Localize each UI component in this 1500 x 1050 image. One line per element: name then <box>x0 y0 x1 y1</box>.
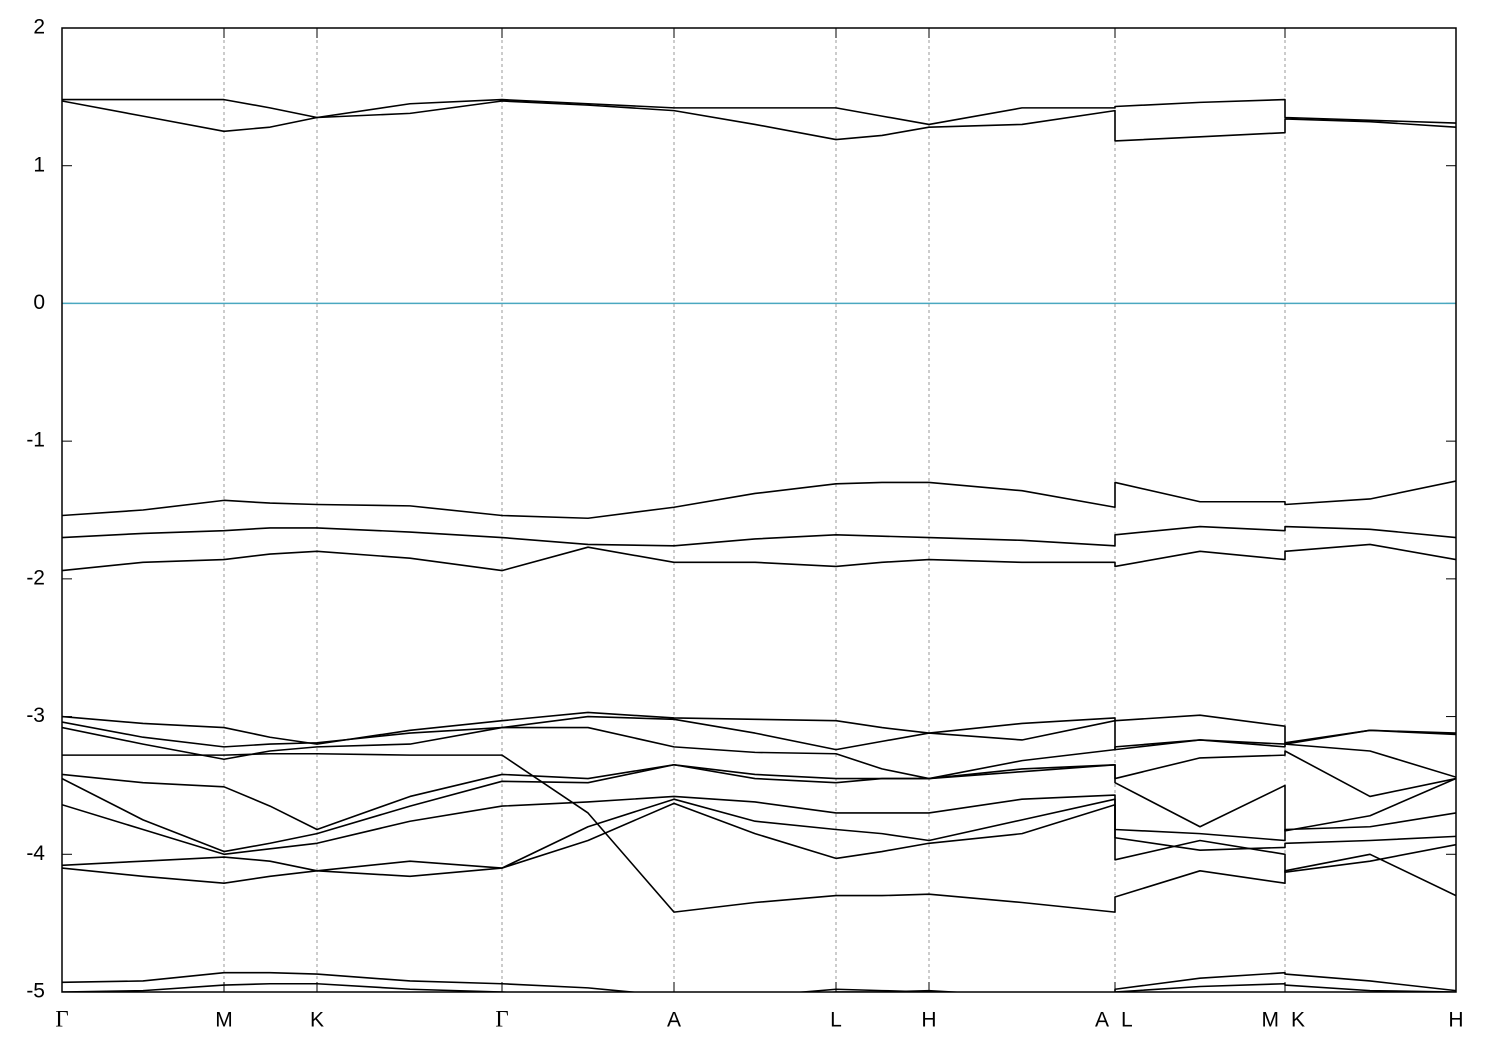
y-tick-label: -2 <box>26 566 45 589</box>
band-line <box>62 715 1456 751</box>
y-tick-label: -4 <box>26 842 45 865</box>
band-line <box>62 525 1456 547</box>
x-tick-label: A <box>1095 1009 1109 1032</box>
band-line <box>62 763 1456 853</box>
y-tick-label: 1 <box>33 153 45 176</box>
band-line <box>62 794 1456 856</box>
x-tick-label: H <box>921 1009 936 1032</box>
band-line <box>62 711 1456 745</box>
band-line <box>62 98 1456 126</box>
x-tick-label: A <box>667 1009 681 1032</box>
x-tick-label: H <box>1448 1009 1463 1032</box>
band-line <box>62 726 1456 780</box>
band-line <box>62 100 1456 142</box>
y-tick-label: -1 <box>26 429 45 452</box>
band-line <box>62 971 1456 992</box>
x-tick-label: M <box>215 1009 233 1032</box>
band-line <box>62 543 1456 572</box>
x-tick-label: Γ <box>495 1006 508 1031</box>
grid <box>61 27 1457 993</box>
plot-frame <box>61 27 1457 993</box>
band-line <box>62 480 1456 520</box>
band-line <box>62 798 1456 872</box>
x-tick-label: L <box>1121 1009 1133 1032</box>
bands <box>62 98 1456 992</box>
y-tick-label: 2 <box>33 16 45 39</box>
band-line <box>62 982 1456 992</box>
x-tick-label: K <box>1291 1009 1305 1032</box>
x-tick-label: Γ <box>55 1006 68 1031</box>
y-tick-label: 0 <box>33 291 45 314</box>
y-tick-label: -5 <box>26 980 45 1003</box>
x-tick-label: K <box>310 1009 324 1032</box>
band-line <box>62 750 1456 831</box>
band-line <box>62 752 1456 913</box>
band-line <box>62 802 1456 885</box>
x-tick-label: M <box>1262 1009 1280 1032</box>
x-tick-label: L <box>830 1009 842 1032</box>
y-tick-label: -3 <box>26 704 45 727</box>
